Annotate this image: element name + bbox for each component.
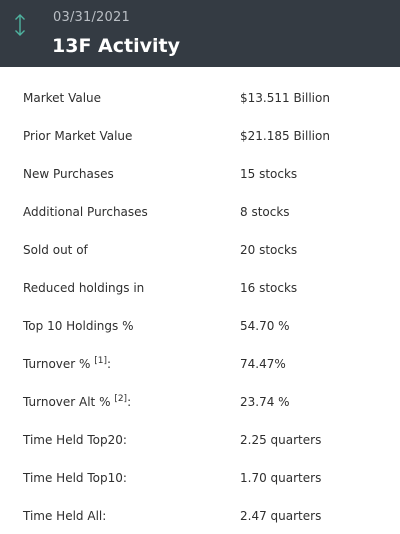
row-value: 23.74 %	[240, 395, 290, 409]
row-label: Top 10 Holdings %	[23, 319, 134, 333]
row-label: Market Value	[23, 91, 102, 105]
page-title: 13F Activity	[52, 35, 180, 57]
row-label-text: Turnover %	[23, 357, 91, 371]
footnote-link[interactable]: [2]	[114, 394, 128, 404]
row-label: Additional Purchases	[23, 205, 148, 219]
row-label: Time Held All:	[23, 509, 107, 523]
row-turnover-alt: Turnover Alt % [2]: 23.74 %	[0, 382, 400, 420]
row-time-held-top20: Time Held Top20: 2.25 quarters	[0, 420, 400, 458]
row-reduced-holdings: Reduced holdings in 16 stocks	[0, 268, 400, 306]
row-value: 16 stocks	[240, 281, 298, 295]
row-value: 15 stocks	[240, 167, 298, 181]
row-label: Time Held Top20:	[23, 433, 127, 447]
row-value: 74.47%	[240, 357, 286, 371]
row-value: 8 stocks	[240, 205, 290, 219]
row-value: 1.70 quarters	[240, 471, 322, 485]
period-date: 03/31/2021	[53, 10, 130, 25]
row-label-suffix: :	[127, 395, 132, 409]
row-value: 54.70 %	[240, 319, 290, 333]
row-label: Sold out of	[23, 243, 88, 257]
activity-table: Market Value $13.511 Billion Prior Marke…	[0, 67, 400, 534]
row-top10-holdings: Top 10 Holdings % 54.70 %	[0, 306, 400, 344]
row-value: 20 stocks	[240, 243, 298, 257]
row-label-suffix: :	[107, 357, 112, 371]
row-label-text: Turnover Alt %	[23, 395, 111, 409]
row-prior-market-value: Prior Market Value $21.185 Billion	[0, 116, 400, 154]
row-turnover: Turnover % [1]: 74.47%	[0, 344, 400, 382]
footnote-link[interactable]: [1]	[94, 356, 107, 366]
row-value: $21.185 Billion	[240, 129, 330, 143]
row-label: Turnover Alt % [2]:	[23, 394, 132, 410]
activity-header: 03/31/2021 13F Activity	[0, 0, 400, 67]
up-down-arrow-icon[interactable]	[12, 12, 28, 38]
row-label: Time Held Top10:	[23, 471, 127, 485]
row-time-held-top10: Time Held Top10: 1.70 quarters	[0, 458, 400, 496]
row-additional-purchases: Additional Purchases 8 stocks	[0, 192, 400, 230]
row-time-held-all: Time Held All: 2.47 quarters	[0, 496, 400, 534]
row-value: 2.47 quarters	[240, 509, 322, 523]
row-label: Reduced holdings in	[23, 281, 145, 295]
row-label: Prior Market Value	[23, 129, 133, 143]
row-sold-out-of: Sold out of 20 stocks	[0, 230, 400, 268]
row-value: 2.25 quarters	[240, 433, 322, 447]
row-label: New Purchases	[23, 167, 114, 181]
row-new-purchases: New Purchases 15 stocks	[0, 154, 400, 192]
row-market-value: Market Value $13.511 Billion	[0, 78, 400, 116]
row-value: $13.511 Billion	[240, 91, 330, 105]
row-label: Turnover % [1]:	[23, 356, 112, 372]
